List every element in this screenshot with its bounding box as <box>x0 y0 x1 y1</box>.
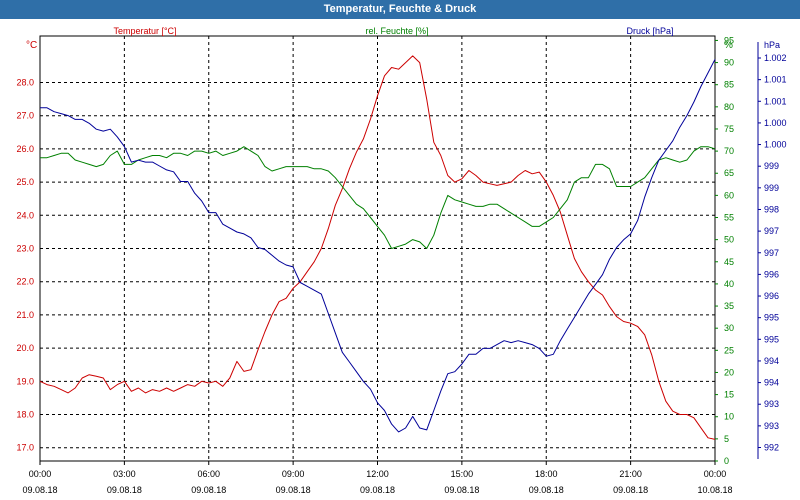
x-tick-time: 00:00 <box>704 469 727 479</box>
pressure-tick-label: 1.001 <box>764 75 787 85</box>
pressure-tick-label: 995 <box>764 313 779 323</box>
humidity-unit: % <box>724 40 733 51</box>
humidity-tick-label: 50 <box>724 235 734 245</box>
temperature-tick-label: 24.0 <box>16 210 34 220</box>
temperature-tick-label: 22.0 <box>16 277 34 287</box>
x-tick-date: 10.08.18 <box>697 485 732 495</box>
pressure-tick-label: 997 <box>764 248 779 258</box>
humidity-tick-label: 95 <box>724 35 734 45</box>
x-tick-date: 09.08.18 <box>107 485 142 495</box>
humidity-tick-label: 40 <box>724 279 734 289</box>
temperature-tick-label: 27.0 <box>16 111 34 121</box>
humidity-line <box>40 146 716 249</box>
pressure-tick-label: 994 <box>764 356 779 366</box>
pressure-tick-label: 1.000 <box>764 118 787 128</box>
pressure-tick-label: 992 <box>764 443 779 453</box>
pressure-tick-label: 1.000 <box>764 140 787 150</box>
humidity-axis-title: rel. Feuchte [%] <box>365 26 428 36</box>
humidity-tick-label: 25 <box>724 345 734 355</box>
pressure-tick-label: 1.001 <box>764 96 787 106</box>
pressure-tick-label: 993 <box>764 399 779 409</box>
x-tick-time: 09:00 <box>282 469 305 479</box>
pressure-tick-label: 1.002 <box>764 53 787 63</box>
x-tick-time: 12:00 <box>366 469 389 479</box>
x-tick-time: 21:00 <box>619 469 642 479</box>
humidity-tick-label: 20 <box>724 367 734 377</box>
x-tick-time: 15:00 <box>451 469 474 479</box>
x-tick-date: 09.08.18 <box>360 485 395 495</box>
x-tick-time: 03:00 <box>113 469 136 479</box>
humidity-tick-label: 55 <box>724 213 734 223</box>
pressure-tick-label: 997 <box>764 226 779 236</box>
humidity-tick-label: 85 <box>724 80 734 90</box>
humidity-tick-label: 60 <box>724 190 734 200</box>
pressure-tick-label: 996 <box>764 269 779 279</box>
humidity-tick-label: 35 <box>724 301 734 311</box>
x-tick-date: 09.08.18 <box>529 485 564 495</box>
pressure-tick-label: 999 <box>764 183 779 193</box>
x-tick-time: 18:00 <box>535 469 558 479</box>
temperature-tick-label: 19.0 <box>16 376 34 386</box>
pressure-tick-label: 994 <box>764 378 779 388</box>
pressure-tick-label: 999 <box>764 161 779 171</box>
pressure-axis-title: Druck [hPa] <box>626 26 673 36</box>
humidity-tick-label: 90 <box>724 58 734 68</box>
humidity-tick-label: 15 <box>724 390 734 400</box>
temperature-tick-label: 17.0 <box>16 443 34 453</box>
pressure-tick-label: 996 <box>764 291 779 301</box>
temperature-line <box>39 55 716 440</box>
x-tick-date: 09.08.18 <box>276 485 311 495</box>
temperature-tick-label: 20.0 <box>16 343 34 353</box>
temperature-unit: °C <box>26 40 37 51</box>
temperature-tick-label: 26.0 <box>16 144 34 154</box>
temperature-tick-label: 18.0 <box>16 410 34 420</box>
temperature-tick-label: 25.0 <box>16 177 34 187</box>
pressure-tick-label: 995 <box>764 334 779 344</box>
humidity-tick-label: 10 <box>724 412 734 422</box>
humidity-tick-label: 75 <box>724 124 734 134</box>
pressure-line <box>40 59 716 433</box>
x-tick-date: 09.08.18 <box>191 485 226 495</box>
x-tick-time: 00:00 <box>29 469 52 479</box>
pressure-tick-label: 998 <box>764 204 779 214</box>
humidity-tick-label: 70 <box>724 146 734 156</box>
x-tick-date: 09.08.18 <box>613 485 648 495</box>
temperature-tick-label: 21.0 <box>16 310 34 320</box>
temperature-tick-label: 28.0 <box>16 77 34 87</box>
temperature-axis-title: Temperatur [°C] <box>113 26 176 36</box>
humidity-tick-label: 80 <box>724 102 734 112</box>
x-tick-date: 09.08.18 <box>22 485 57 495</box>
humidity-tick-label: 30 <box>724 323 734 333</box>
humidity-tick-label: 5 <box>724 434 729 444</box>
pressure-tick-label: 993 <box>764 421 779 431</box>
pressure-unit: hPa <box>764 40 780 50</box>
x-tick-time: 06:00 <box>197 469 220 479</box>
temperature-tick-label: 23.0 <box>16 244 34 254</box>
humidity-tick-label: 0 <box>724 456 729 466</box>
humidity-tick-label: 65 <box>724 168 734 178</box>
chart-title: Temperatur, Feuchte & Druck <box>0 0 800 19</box>
x-tick-date: 09.08.18 <box>444 485 479 495</box>
humidity-tick-label: 45 <box>724 257 734 267</box>
